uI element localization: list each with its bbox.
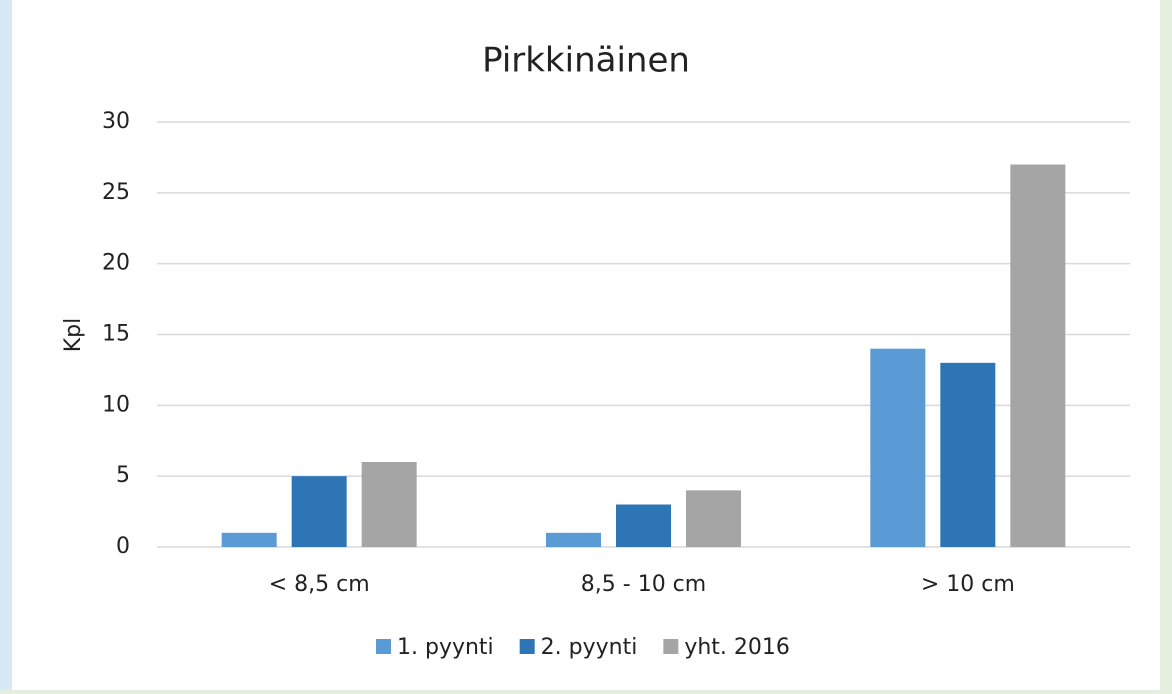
legend-swatch <box>376 639 391 654</box>
bar <box>616 504 671 547</box>
legend-label: 2. pyynti <box>541 635 638 660</box>
chart-title: Pirkkinäinen <box>482 41 690 81</box>
legend-swatch <box>663 639 679 654</box>
y-tick-label: 25 <box>102 180 130 205</box>
y-axis-label: Kpl <box>61 318 86 353</box>
x-tick-label: 8,5 - 10 cm <box>581 572 706 597</box>
bar <box>291 476 347 547</box>
bar <box>686 490 741 547</box>
y-tick-label: 15 <box>102 322 130 347</box>
y-tick-label: 0 <box>116 534 130 559</box>
bar <box>361 462 417 547</box>
legend-label: 1. pyynti <box>397 635 494 660</box>
bar <box>870 348 926 547</box>
bar <box>546 532 601 547</box>
x-tick-label: < 8,5 cm <box>269 572 370 597</box>
bar <box>1010 164 1066 547</box>
map-edge <box>0 0 14 690</box>
y-tick-label: 30 <box>102 109 130 134</box>
x-tick-label: > 10 cm <box>921 572 1015 597</box>
y-tick-label: 5 <box>116 463 130 488</box>
bar <box>940 362 996 547</box>
y-tick-label: 10 <box>102 392 130 417</box>
chart-panel <box>12 0 1160 690</box>
y-tick-label: 20 <box>102 251 130 276</box>
legend-swatch <box>519 639 535 654</box>
bar <box>221 532 277 547</box>
legend-label: yht. 2016 <box>684 635 790 660</box>
